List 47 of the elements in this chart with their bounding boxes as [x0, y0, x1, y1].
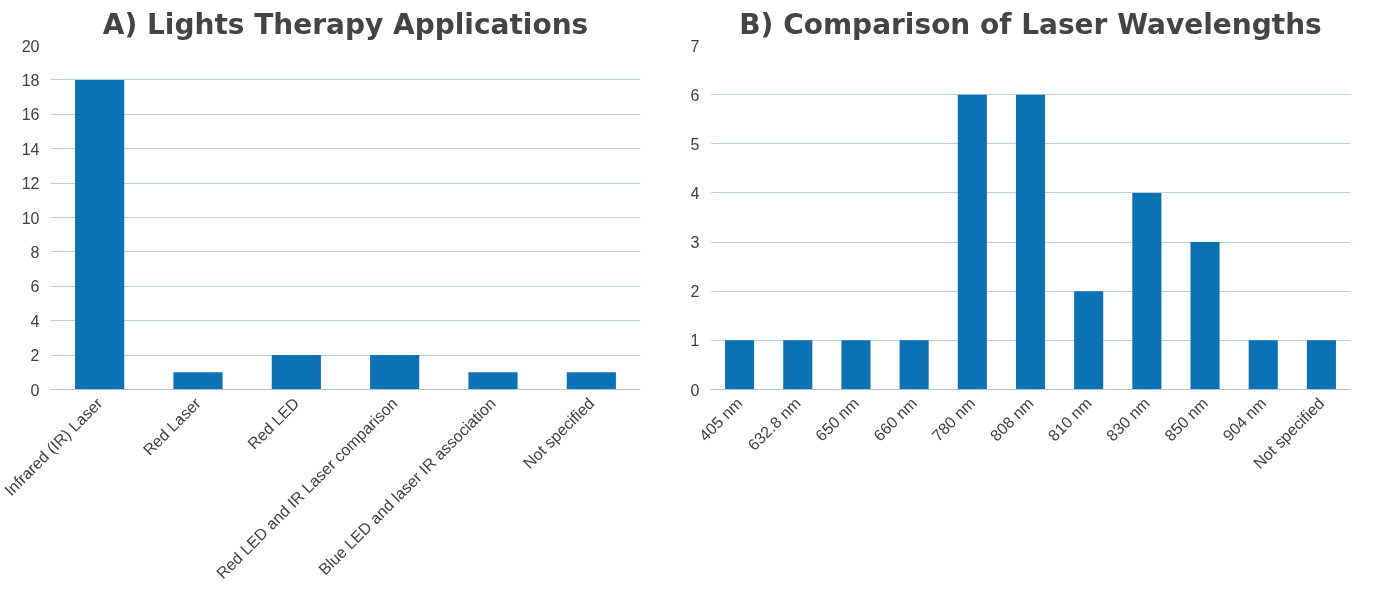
bar: [468, 372, 518, 390]
bar: [841, 340, 871, 390]
chart-title: A) Lights Therapy Applications: [102, 7, 589, 41]
bar: [1015, 94, 1046, 390]
y-tick-label: 3: [690, 234, 700, 252]
y-tick-label: 14: [21, 140, 40, 158]
y-tick-label: 2: [690, 283, 700, 301]
y-tick-label: 6: [30, 278, 40, 296]
y-tick-label: 0: [690, 381, 700, 399]
y-tick-label: 5: [690, 135, 700, 153]
y-tick-label: 12: [21, 175, 40, 193]
x-tick-label: Red LED: [244, 394, 303, 453]
y-tick-label: 1: [690, 332, 700, 350]
x-tick-label: 650 nm: [812, 394, 862, 445]
bar: [1306, 340, 1336, 390]
x-tick-label: 660 nm: [870, 394, 921, 445]
bar: [173, 372, 223, 390]
y-tick-label: 4: [690, 184, 700, 202]
bar: [271, 355, 321, 390]
x-tick-label: 850 nm: [1161, 394, 1212, 445]
y-tick-label: 16: [21, 106, 40, 124]
bar: [1190, 242, 1220, 390]
bar: [783, 340, 813, 390]
y-tick-label: 8: [30, 243, 40, 261]
bar: [370, 355, 420, 390]
y-tick-label: 18: [21, 71, 40, 89]
x-tick-label: 810 nm: [1044, 394, 1095, 445]
y-tick-label: 20: [21, 37, 40, 55]
bar: [957, 94, 987, 390]
y-tick-label: 7: [690, 37, 700, 55]
bar: [725, 340, 755, 390]
x-tick-label: 904 nm: [1219, 394, 1270, 445]
bar: [566, 372, 616, 390]
y-tick-label: 2: [30, 347, 40, 365]
bar: [1132, 192, 1162, 390]
bar: [75, 79, 125, 390]
y-tick-label: 4: [30, 312, 40, 330]
y-tick-label: 0: [30, 381, 40, 399]
y-tick-label: 10: [21, 209, 40, 227]
x-tick-label: 780 nm: [928, 394, 979, 445]
bar: [1074, 291, 1104, 390]
chart-title: B) Comparison of Laser Wavelengths: [739, 7, 1322, 41]
x-tick-label: 808 nm: [986, 394, 1037, 445]
x-tick-label: 830 nm: [1103, 394, 1153, 445]
y-tick-label: 6: [690, 86, 700, 104]
bar: [1248, 340, 1278, 390]
bar: [899, 340, 929, 390]
